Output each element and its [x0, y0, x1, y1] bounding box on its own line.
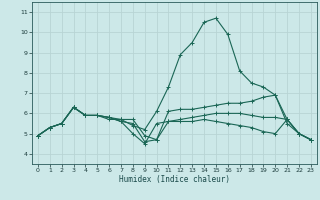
X-axis label: Humidex (Indice chaleur): Humidex (Indice chaleur)	[119, 175, 230, 184]
